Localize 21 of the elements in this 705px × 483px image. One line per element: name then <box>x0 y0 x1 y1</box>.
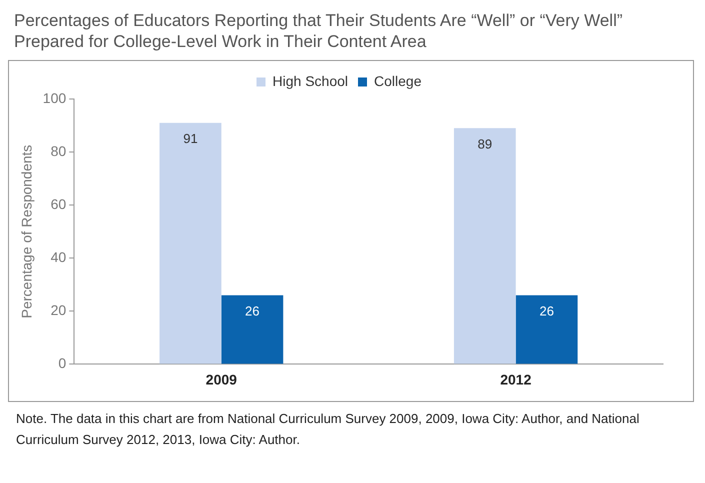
chart-title: Percentages of Educators Reporting that Their Students Are “Well” or “Very Well” Prepared for College-Level Work in Their Content Area <box>13 10 624 53</box>
x-tick-label: 2012 <box>500 371 532 388</box>
y-tick-label: 20 <box>50 302 66 318</box>
y-tick-label: 60 <box>50 196 66 212</box>
legend-label: College <box>374 72 422 89</box>
bar <box>516 295 578 364</box>
y-axis-title: Percentage of Respondents <box>18 144 34 318</box>
data-label: 26 <box>539 303 554 318</box>
text: Note. The data in this chart are from National Curriculum Survey 2009, 2009, Iowa City: Author, and National Curriculum Survey 2012, 2013, Iowa City: Author. <box>15 410 640 449</box>
data-label: 26 <box>245 303 260 318</box>
data-label: 89 <box>478 136 492 152</box>
bar <box>160 122 222 364</box>
y-tick-label: 40 <box>50 248 66 265</box>
data-label: 91 <box>183 130 198 146</box>
y-tick-label: 100 <box>42 90 66 106</box>
y-tick-label: 0 <box>58 355 66 372</box>
bar <box>221 295 284 364</box>
y-tick-label: 80 <box>50 142 66 159</box>
legend-label: High School <box>272 72 348 89</box>
x-tick-label: 2009 <box>206 371 238 388</box>
bar <box>454 128 516 364</box>
